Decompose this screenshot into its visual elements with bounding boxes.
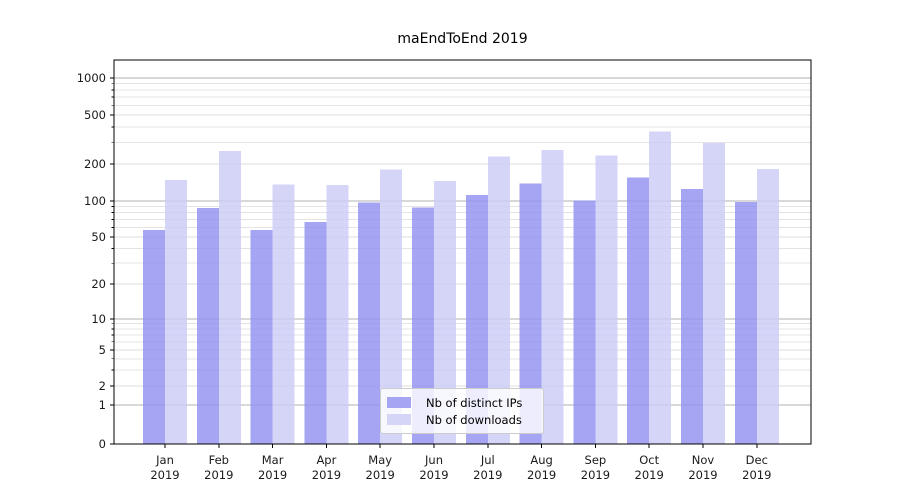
y-tick-label: 50 (91, 230, 106, 244)
legend-item-downloads: Nb of downloads (387, 413, 535, 427)
bar (573, 200, 596, 444)
legend-swatch-downloads-icon (387, 414, 411, 425)
bar (519, 183, 542, 444)
bar (218, 151, 241, 444)
legend-swatch-distinct-ips-icon (387, 397, 411, 408)
y-tick-label: 2 (99, 379, 106, 393)
chart-title: maEndToEnd 2019 (397, 31, 528, 47)
y-tick-label: 5 (99, 343, 106, 357)
bar (272, 184, 295, 444)
y-tick-label: 10 (91, 312, 106, 326)
x-tick-month: Dec (746, 453, 768, 467)
bars (143, 131, 779, 445)
x-tick-month: Oct (639, 453, 659, 467)
bar (412, 207, 434, 444)
bar (434, 180, 456, 444)
bar (541, 149, 564, 445)
bar (326, 184, 349, 444)
x-tick-month: Jul (480, 453, 495, 467)
x-tick-year: 2019 (527, 468, 556, 482)
y-axis: 0 1 2 5 10 20 50 100 200 500 1000 (77, 71, 114, 451)
x-tick-month: Nov (692, 453, 715, 467)
legend-label-distinct-ips: Nb of distinct IPs (426, 395, 523, 410)
y-tick-label: 500 (84, 108, 106, 122)
bar (703, 143, 725, 444)
x-axis: Jan2019Feb2019Mar2019Apr2019May2019Jun20… (150, 444, 771, 482)
bar (681, 189, 703, 444)
legend-label-downloads: Nb of downloads (426, 412, 522, 427)
bar (649, 131, 672, 445)
y-tick-label: 1 (99, 398, 106, 412)
x-tick-month: Feb (209, 453, 229, 467)
x-tick-year: 2019 (150, 468, 179, 482)
x-tick-year: 2019 (742, 468, 771, 482)
x-tick-year: 2019 (366, 468, 395, 482)
y-tick-label: 20 (91, 277, 106, 291)
bar (756, 169, 779, 444)
bar (627, 177, 650, 444)
x-tick-year: 2019 (419, 468, 448, 482)
bar (734, 202, 757, 444)
bar (165, 180, 187, 444)
x-tick-year: 2019 (688, 468, 717, 482)
bar (358, 202, 381, 444)
y-tick-label: 200 (84, 157, 106, 171)
legend: Nb of distinct IPs Nb of downloads (380, 388, 544, 434)
x-tick-month: Jun (424, 453, 443, 467)
bar (380, 169, 403, 444)
x-tick-year: 2019 (635, 468, 664, 482)
plot-frame (113, 59, 812, 445)
x-tick-year: 2019 (473, 468, 502, 482)
bar (143, 230, 165, 444)
y-tick-label: 100 (84, 194, 106, 208)
bar (595, 155, 618, 444)
x-tick-month: Mar (262, 453, 284, 467)
y-tick-label: 0 (99, 437, 106, 451)
x-tick-month: Jan (155, 453, 174, 467)
x-tick-year: 2019 (581, 468, 610, 482)
x-tick-year: 2019 (204, 468, 233, 482)
legend-item-distinct-ips: Nb of distinct IPs (387, 396, 535, 410)
x-tick-month: Aug (530, 453, 552, 467)
x-tick-month: May (368, 453, 392, 467)
bar (465, 194, 488, 444)
x-tick-year: 2019 (258, 468, 287, 482)
x-tick-month: Apr (316, 453, 336, 467)
bar (304, 221, 327, 444)
bar (487, 156, 510, 445)
bar (196, 208, 219, 444)
x-tick-month: Sep (585, 453, 607, 467)
x-tick-year: 2019 (312, 468, 341, 482)
bar (250, 230, 273, 444)
y-tick-label: 1000 (77, 71, 106, 85)
